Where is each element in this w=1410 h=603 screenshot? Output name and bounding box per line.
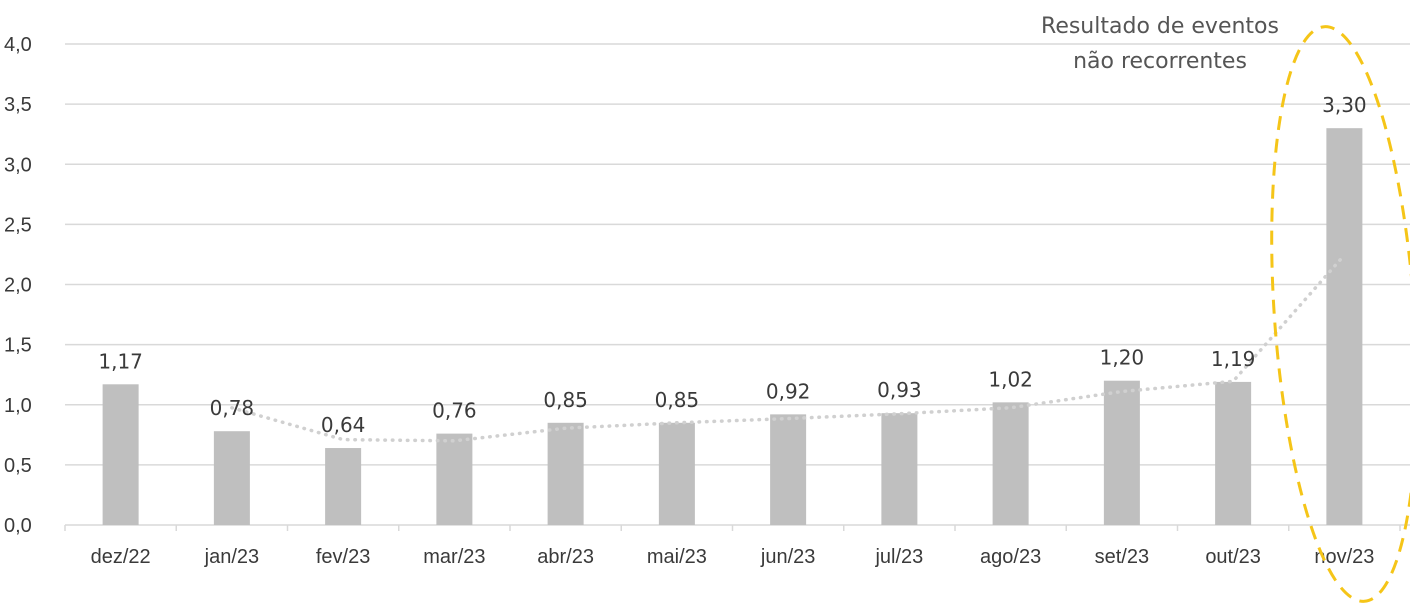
bar (1215, 381, 1252, 525)
data-label: 0,64 (321, 413, 366, 437)
trendline-group (230, 253, 1347, 443)
bar (1326, 128, 1363, 526)
x-tick-label: mai/23 (647, 546, 707, 568)
bar (658, 422, 695, 525)
x-tick-label: out/23 (1205, 546, 1261, 568)
data-label: 0,93 (877, 378, 922, 402)
x-tick-label: ago/23 (980, 546, 1041, 568)
x-tick-label: abr/23 (537, 546, 594, 568)
x-tick-label: jan/23 (204, 546, 260, 568)
data-label: 0,85 (543, 388, 588, 412)
gridlines (65, 43, 1410, 466)
data-labels: 1,17 0,78 0,64 0,76 0,85 0,85 0,92 0,93 1,02 1,20… (98, 93, 1366, 437)
bar (547, 422, 584, 525)
y-tick-label: 0,0 (4, 515, 32, 537)
bar (213, 431, 250, 525)
annotation-group: Resultado de eventos não recorrentes (1041, 14, 1410, 603)
y-tick-label: 0,5 (4, 455, 32, 477)
x-tick-label: jul/23 (874, 546, 923, 568)
y-tick-label: 3,0 (4, 154, 32, 176)
y-tick-label: 2,0 (4, 275, 32, 297)
bar (770, 414, 807, 525)
data-label: 3,30 (1322, 93, 1367, 117)
bar (102, 384, 139, 525)
bar (881, 413, 918, 525)
data-label: 0,85 (655, 388, 700, 412)
bars (102, 128, 1363, 526)
x-tick-label: jun/23 (760, 546, 816, 568)
data-label: 1,20 (1100, 346, 1145, 370)
data-label: 1,17 (98, 349, 143, 373)
data-label: 0,76 (432, 399, 477, 423)
annotation-line-1: Resultado de eventos (1041, 14, 1279, 39)
bar (992, 402, 1029, 525)
x-tick-label: nov/23 (1314, 546, 1374, 568)
y-tick-label: 3,5 (4, 94, 32, 116)
y-tick-label: 1,0 (4, 395, 32, 417)
trendline (230, 253, 1347, 443)
data-label: 0,78 (210, 396, 255, 420)
annotation-line-2: não recorrentes (1073, 49, 1247, 74)
data-label: 0,92 (766, 379, 811, 403)
data-label: 1,19 (1211, 347, 1256, 371)
bar (436, 433, 473, 525)
x-tick-label: fev/23 (316, 546, 370, 568)
data-label: 1,02 (988, 367, 1033, 391)
y-tick-label: 4,0 (4, 34, 32, 56)
highlight-ellipse (1270, 25, 1410, 603)
y-tick-label: 1,5 (4, 335, 32, 357)
x-tick-label: mar/23 (423, 546, 485, 568)
bar (1103, 380, 1140, 525)
y-tick-label: 2,5 (4, 214, 32, 236)
x-tick-label: dez/22 (91, 546, 151, 568)
x-tick-label: set/23 (1095, 546, 1149, 568)
bar (325, 448, 362, 525)
axes: 0,0 0,5 1,0 1,5 2,0 2,5 3,0 3,5 4,0 dez/22 jan/23 f… (4, 34, 1410, 568)
